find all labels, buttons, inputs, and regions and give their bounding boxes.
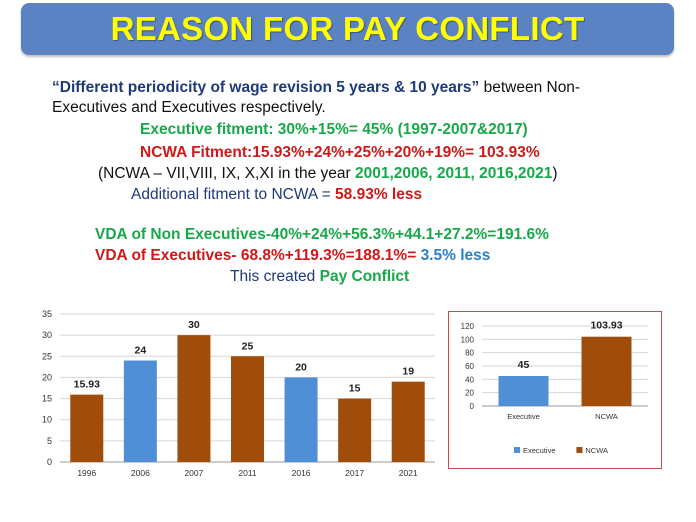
ncwa-years-suffix: ) xyxy=(552,165,558,182)
chart2-y-tick-label: 0 xyxy=(470,402,475,411)
chart1-bar-2016 xyxy=(284,377,318,462)
chart1-data-label: 15.93 xyxy=(74,379,100,391)
chart2-x-tick-label: NCWA xyxy=(595,412,618,421)
chart1-x-tick-label: 1996 xyxy=(77,468,96,478)
chart2-bar-ncwa xyxy=(581,336,632,406)
chart2-bar-executive xyxy=(498,376,549,406)
legend-swatch-executive xyxy=(514,447,520,453)
additional-fitment-value: 58.93% less xyxy=(335,186,423,203)
chart1-y-tick-label: 10 xyxy=(42,415,52,425)
chart1-y-tick-label: 15 xyxy=(42,394,52,404)
chart1-bar-2011 xyxy=(231,356,264,462)
title-banner: REASON FOR PAY CONFLICT xyxy=(21,3,674,55)
chart1-y-tick-label: 5 xyxy=(47,436,52,446)
chart2-y-tick-label: 60 xyxy=(465,362,474,371)
text-line-2: Executives and Executives respectively. xyxy=(52,99,326,116)
chart1-x-tick-label: 2016 xyxy=(292,468,311,478)
chart1-bar-2017 xyxy=(338,398,372,462)
comparison-chart-frame xyxy=(448,311,662,469)
chart2-legend: Executive NCWA xyxy=(514,446,608,455)
text-line-9: This created Pay Conflict xyxy=(230,268,409,286)
ncwa-years: 2001,2006, 2011, 2016,2021 xyxy=(354,165,553,182)
chart2-y-tick-label: 40 xyxy=(465,375,474,384)
conflict-highlight: Pay Conflict xyxy=(319,268,410,285)
chart1-x-tick-label: 2021 xyxy=(399,468,418,478)
chart1-y-tick-label: 0 xyxy=(47,457,52,467)
chart1-data-label: 20 xyxy=(295,361,307,373)
chart1-bars xyxy=(70,335,425,462)
text-line-8: VDA of Executives- 68.8%+119.3%=188.1%= … xyxy=(95,247,490,265)
chart1-bar-1996 xyxy=(70,394,104,462)
ncwa-fitment: NCWA Fitment:15.93%+24%+25%+20%+19%= 103… xyxy=(140,144,540,161)
chart2-bars xyxy=(498,336,632,406)
chart1-data-label: 24 xyxy=(135,345,147,357)
chart1-bar-2006 xyxy=(123,360,157,462)
chart2-y-tick-label: 80 xyxy=(465,349,474,358)
text-line-5: (NCWA – VII,VIII, IX, X,XI in the year 2… xyxy=(98,165,558,183)
legend-swatch-ncwa xyxy=(576,447,583,453)
chart1-y-tick-label: 25 xyxy=(42,351,52,361)
vda-difference: 3.5% less xyxy=(420,247,491,264)
chart1-data-label: 19 xyxy=(402,366,414,378)
chart1-y-tick-label: 35 xyxy=(42,309,52,319)
yearly-fitment-chart: 0510152025303515.93199624200630200725201… xyxy=(42,309,435,478)
chart1-x-tick-label: 2011 xyxy=(238,468,257,478)
chart1-data-label: 15 xyxy=(349,383,361,395)
chart1-data-label: 30 xyxy=(188,319,200,331)
chart2-x-tick-label: Executive xyxy=(507,412,540,421)
chart2-y-tick-label: 20 xyxy=(465,389,474,398)
additional-fitment-label: Additional fitment to NCWA = xyxy=(131,186,336,203)
executive-fitment: Executive fitment: 30%+15%= 45% (1997-20… xyxy=(140,121,528,138)
vda-non-executives: VDA of Non Executives-40%+24%+56.3%+44.1… xyxy=(95,226,549,243)
legend-label-executive: Executive xyxy=(523,446,556,455)
chart2-y-tick-label: 100 xyxy=(461,335,475,344)
fitment-comparison-chart: 0 20 40 60 80 100 120 45 Executive 103.93 NCWA Exe… xyxy=(461,320,648,455)
chart2-labels: 0 20 40 60 80 100 120 45 Executive 103.93 NCWA xyxy=(461,320,623,421)
chart1-y-tick-label: 30 xyxy=(42,330,52,340)
chart1-x-tick-label: 2007 xyxy=(184,468,203,478)
chart2-y-tick-label: 120 xyxy=(461,322,475,331)
text-line-1: “Different periodicity of wage revision … xyxy=(52,79,580,97)
chart1-bar-2021 xyxy=(391,381,425,462)
page-title: REASON FOR PAY CONFLICT xyxy=(110,10,585,47)
ncwa-years-prefix: (NCWA – VII,VIII, IX, X,XI in the year xyxy=(98,165,355,182)
text-line-6: Additional fitment to NCWA = 58.93% less xyxy=(131,186,422,204)
chart1-y-tick-label: 20 xyxy=(42,372,52,382)
chart2-data-label: 45 xyxy=(518,359,530,371)
chart1-x-tick-label: 2006 xyxy=(131,468,150,478)
periodicity-quote: “Different periodicity of wage revision … xyxy=(52,79,480,96)
legend-label-ncwa: NCWA xyxy=(585,446,608,455)
periodicity-suffix: between Non- xyxy=(479,79,581,96)
chart2-data-label: 103.93 xyxy=(590,320,622,332)
vda-executives: VDA of Executives- 68.8%+119.3%=188.1%= xyxy=(95,247,421,264)
chart1-data-label: 25 xyxy=(242,340,254,352)
conflict-prefix: This created xyxy=(230,268,320,285)
chart1-labels: 0510152025303515.93199624200630200725201… xyxy=(42,309,418,478)
chart1-bar-2007 xyxy=(177,335,211,462)
chart1-x-tick-label: 2017 xyxy=(345,468,364,478)
